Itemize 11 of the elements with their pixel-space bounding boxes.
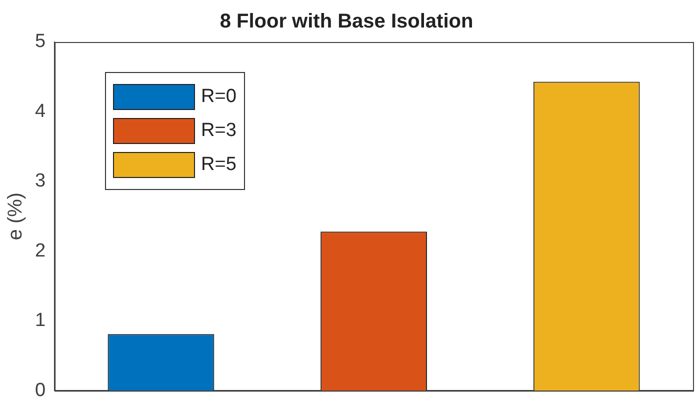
y-tick-label: 0 xyxy=(34,380,46,401)
y-tick-label: 5 xyxy=(34,31,46,52)
y-axis-title: e (%) xyxy=(4,192,27,240)
y-tick-label: 2 xyxy=(34,240,46,262)
chart-title: 8 Floor with Base Isolation xyxy=(220,10,474,33)
y-tick-label: 3 xyxy=(34,170,46,192)
legend-label: R=0 xyxy=(201,86,236,108)
y-tick-label: 4 xyxy=(34,100,46,122)
y-tick-label: 1 xyxy=(34,310,46,332)
legend-label: R=3 xyxy=(201,120,236,142)
legend-label: R=5 xyxy=(201,154,236,176)
